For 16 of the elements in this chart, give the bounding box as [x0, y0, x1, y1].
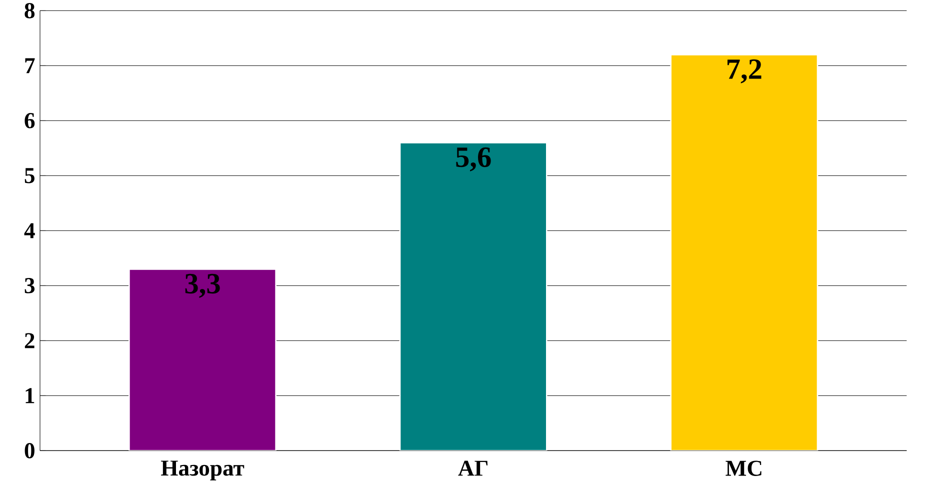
- x-tick-label: Назорат: [161, 460, 244, 481]
- data-label: 7,2: [728, 60, 762, 84]
- y-tick-label: 7: [25, 58, 35, 74]
- y-tick-label: 4: [24, 223, 35, 238]
- x-tick-label: АГ: [458, 460, 488, 476]
- y-tick-label: 0: [24, 443, 34, 458]
- y-tick-label: 5: [24, 168, 34, 184]
- y-tick-label: 6: [24, 113, 35, 128]
- data-label: 5,6: [456, 148, 491, 172]
- y-tick-label: 3: [24, 278, 35, 294]
- data-label: 3,3: [185, 274, 220, 298]
- bar: [399, 142, 548, 451]
- y-tick-label: 1: [26, 388, 34, 404]
- y-tick-label: 2: [24, 333, 34, 348]
- x-tick-label: МС: [726, 460, 762, 476]
- y-tick-label: 8: [24, 3, 35, 18]
